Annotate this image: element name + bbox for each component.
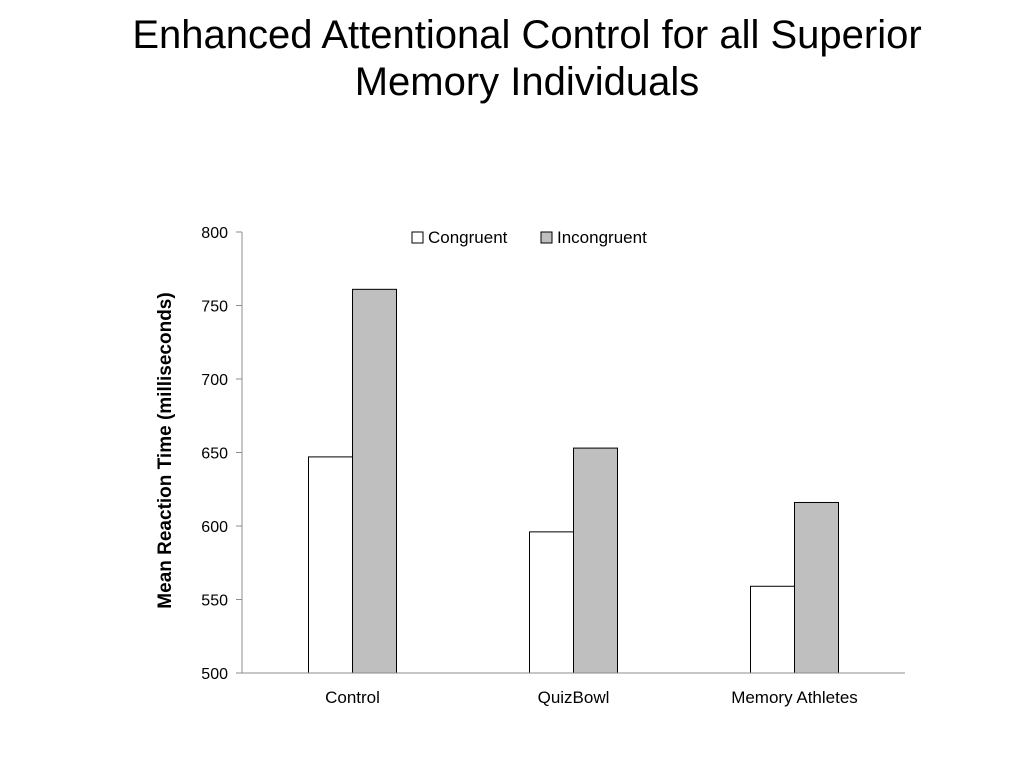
- x-tick-label: Control: [325, 688, 380, 707]
- bar-incongruent-control: [352, 288, 397, 674]
- bar-congruent-memory-athletes: [750, 585, 795, 674]
- y-axis-label: Mean Reaction Time (milliseconds): [155, 292, 176, 608]
- y-tick-label: 550: [201, 593, 228, 610]
- y-tick-label: 750: [201, 299, 228, 316]
- bar-congruent-control: [308, 456, 353, 674]
- legend-label-congruent: Congruent: [428, 228, 508, 247]
- y-tick-label: 700: [201, 372, 228, 389]
- bar-incongruent-memory-athletes: [794, 501, 839, 674]
- legend-swatch-incongruent: [540, 231, 553, 244]
- bar-incongruent-quizbowl: [573, 447, 618, 674]
- y-tick-label: 500: [201, 666, 228, 683]
- y-tick-label: 800: [201, 225, 228, 242]
- x-tick-label: Memory Athletes: [731, 688, 858, 707]
- x-labels-group: Control QuizBowl Memory Athletes: [325, 688, 858, 707]
- legend-swatch-congruent: [411, 231, 424, 244]
- y-tick-label: 600: [201, 519, 228, 536]
- bars-group: [308, 288, 839, 674]
- legend: Congruent Incongruent: [411, 228, 647, 247]
- slide-title-line-2: Memory Individuals: [354, 60, 700, 104]
- legend-label-incongruent: Incongruent: [557, 228, 647, 247]
- slide-title-line-1: Enhanced Attentional Control for all Sup…: [132, 13, 922, 57]
- x-tick-label: QuizBowl: [538, 688, 610, 707]
- slide-title: Enhanced Attentional Control for all Sup…: [40, 12, 1014, 106]
- y-tick-label: 650: [201, 446, 228, 463]
- bar-congruent-quizbowl: [529, 531, 574, 674]
- y-ticks-group: 500 550 600 650 700 750 800: [201, 225, 242, 683]
